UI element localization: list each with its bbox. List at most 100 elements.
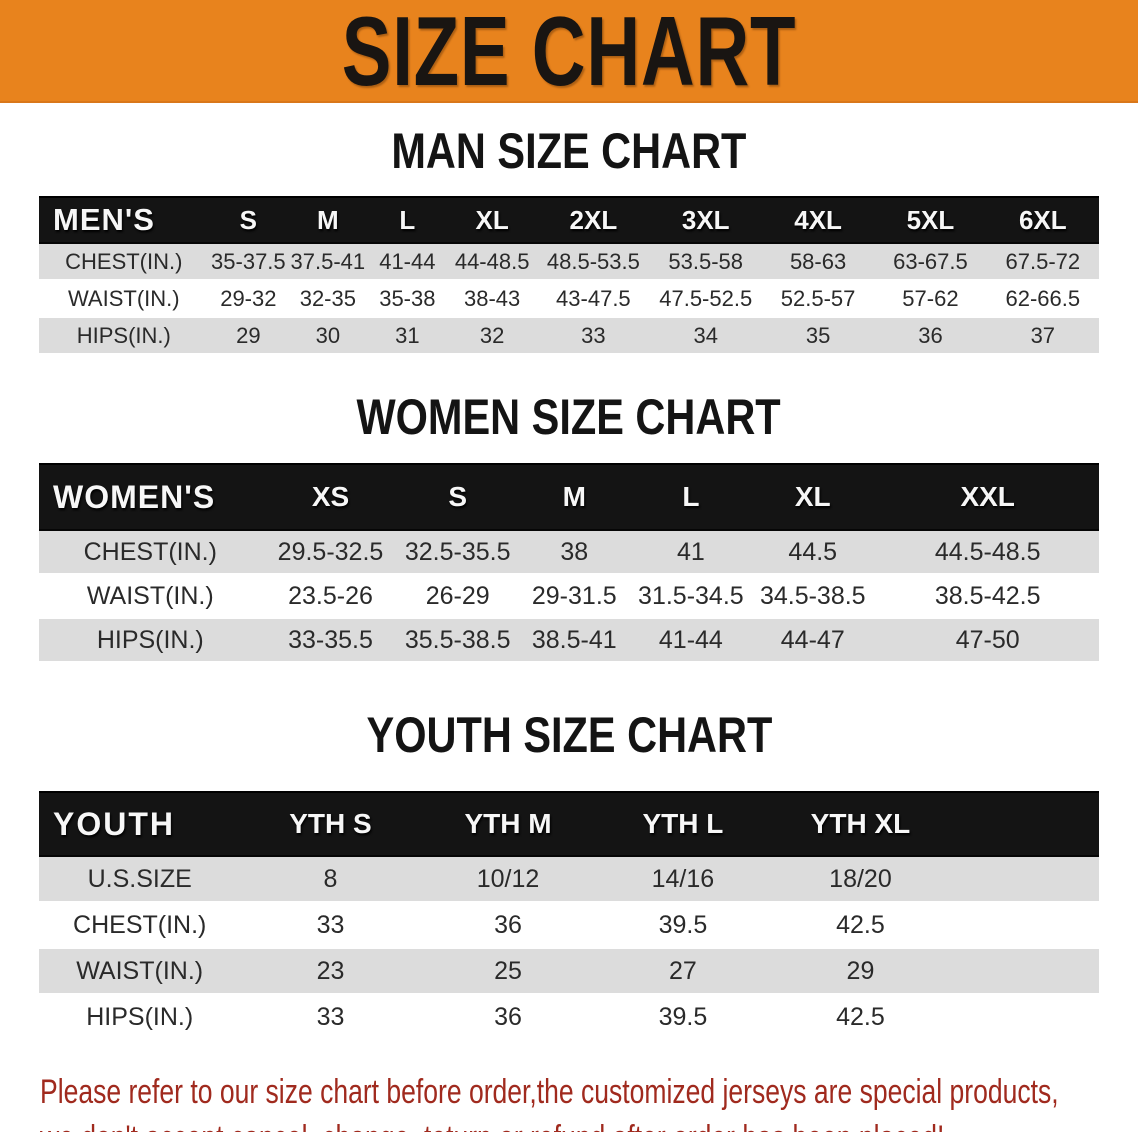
- size-cell: 29: [846, 956, 875, 985]
- men-size-column-header: XL: [447, 196, 538, 244]
- size-cell: 38: [560, 537, 589, 566]
- size-cell: 48.5-53.5: [546, 248, 640, 274]
- size-cell: 53.5-58: [668, 248, 744, 274]
- youth-chest-row: CHEST(IN.) 33 36 39.5 42.5: [39, 902, 1099, 948]
- women-section-heading-text: WOMEN SIZE CHART: [356, 389, 782, 445]
- size-cell: 18/20: [829, 864, 892, 893]
- youth-ussize-row: U.S.SIZE 8 10/12 14/16 18/20: [39, 856, 1099, 902]
- row-label: WAIST(IN.): [86, 581, 214, 610]
- size-cell: 34: [693, 322, 718, 348]
- row-label: HIPS(IN.): [96, 625, 204, 654]
- row-label: WAIST(IN.): [67, 285, 180, 311]
- women-section-heading: WOMEN SIZE CHART: [0, 391, 1138, 443]
- size-cell: 33: [316, 1002, 345, 1031]
- women-hips-row: HIPS(IN.) 33-35.5 35.5-38.5 38.5-41 41-4…: [39, 618, 1099, 662]
- size-cell: 36: [494, 910, 522, 939]
- men-size-column-header: 3XL: [649, 196, 762, 244]
- youth-size-column-header: YTH S: [240, 791, 421, 857]
- size-cell: 44.5-48.5: [934, 537, 1041, 566]
- women-size-column-header: XS: [261, 463, 400, 531]
- size-cell: 37: [1030, 322, 1056, 348]
- size-cell: 43-47.5: [556, 285, 631, 311]
- size-cell: 23: [316, 956, 345, 985]
- men-size-column-header: 4XL: [761, 196, 875, 244]
- size-cell: 42.5: [836, 910, 885, 939]
- size-cell: 41-44: [379, 248, 436, 274]
- size-cell: 47-50: [955, 625, 1020, 654]
- youth-size-column-header: YTH L: [595, 791, 771, 857]
- youth-size-column-header: YTH M: [420, 791, 596, 857]
- size-cell: 29: [236, 322, 261, 348]
- man-section-heading: MAN SIZE CHART: [0, 125, 1138, 177]
- women-size-column-header: M: [515, 463, 633, 531]
- size-cell: 67.5-72: [1005, 248, 1081, 274]
- disclaimer-line-1: Please refer to our size chart before or…: [40, 1073, 1059, 1111]
- size-cell: 30: [315, 322, 341, 348]
- women-size-column-header: XL: [749, 463, 877, 531]
- size-cell: 52.5-57: [780, 285, 856, 311]
- size-cell: 38.5-42.5: [934, 581, 1041, 610]
- women-size-column-header: L: [632, 463, 750, 531]
- size-cell: 31: [395, 322, 420, 348]
- row-label: U.S.SIZE: [87, 864, 192, 893]
- men-size-column-header: 6XL: [986, 196, 1099, 244]
- youth-hips-row: HIPS(IN.) 33 36 39.5 42.5: [39, 994, 1099, 1039]
- men-size-column-header: 2XL: [537, 196, 650, 244]
- men-waist-row: WAIST(IN.) 29-32 32-35 35-38 38-43 43-47…: [39, 280, 1099, 317]
- size-cell: 36: [918, 322, 943, 348]
- youth-size-column-header: YTH XL: [770, 791, 951, 857]
- women-chest-row: CHEST(IN.) 29.5-32.5 32.5-35.5 38 41 44.…: [39, 530, 1099, 574]
- women-size-column-header: S: [399, 463, 516, 531]
- men-size-column-header: 5XL: [874, 196, 987, 244]
- size-cell: 44.5: [788, 537, 838, 566]
- men-size-column-header: M: [288, 196, 368, 244]
- size-cell: 25: [494, 956, 522, 985]
- youth-section-heading: YOUTH SIZE CHART: [0, 709, 1138, 761]
- row-label: WAIST(IN.): [76, 956, 204, 985]
- size-cell: 31.5-34.5: [638, 581, 744, 610]
- men-hips-row: HIPS(IN.) 29 30 31 32 33 34 35 36 37: [39, 317, 1099, 354]
- youth-table-header-row: YOUTH YTH S YTH M YTH L YTH XL: [39, 791, 1099, 857]
- size-cell: 35-38: [379, 285, 436, 311]
- size-cell: 33-35.5: [288, 625, 373, 654]
- spacer-cell: [950, 791, 1099, 857]
- men-size-column-header: S: [208, 196, 289, 244]
- size-cell: 41: [676, 537, 705, 566]
- disclaimer: Please refer to our size chart before or…: [40, 1069, 1138, 1132]
- row-label: CHEST(IN.): [83, 537, 217, 566]
- men-size-column-header: L: [367, 196, 448, 244]
- size-cell: 38-43: [464, 285, 521, 311]
- size-cell: 39.5: [658, 910, 708, 939]
- spacer-cell: [951, 856, 1099, 902]
- size-cell: 37.5-41: [290, 248, 366, 274]
- size-cell: 42.5: [836, 1002, 885, 1031]
- size-cell: 58-63: [789, 248, 847, 274]
- size-cell: 35: [805, 322, 831, 348]
- youth-size-table: YOUTH YTH S YTH M YTH L YTH XL U.S.SIZE …: [39, 791, 1099, 1039]
- men-size-table: MEN'S S M L XL 2XL 3XL 4XL 5XL 6XL CHEST…: [39, 196, 1099, 355]
- women-waist-row: WAIST(IN.) 23.5-26 26-29 29-31.5 31.5-34…: [39, 574, 1099, 618]
- men-table-header-row: MEN'S S M L XL 2XL 3XL 4XL 5XL 6XL: [39, 196, 1099, 244]
- size-chart-banner: SIZE CHART: [0, 0, 1138, 103]
- size-cell: 26-29: [425, 581, 490, 610]
- spacer-cell: [951, 994, 1099, 1039]
- size-cell: 32: [479, 322, 505, 348]
- size-cell: 34.5-38.5: [759, 581, 866, 610]
- men-chest-row: CHEST(IN.) 35-37.5 37.5-41 41-44 44-48.5…: [39, 243, 1099, 280]
- banner-title: SIZE CHART: [341, 0, 797, 106]
- size-cell: 35-37.5: [211, 248, 286, 274]
- women-size-column-header: XXL: [876, 463, 1099, 531]
- men-corner-label: MEN'S: [39, 196, 209, 244]
- row-label: CHEST(IN.): [73, 910, 207, 939]
- women-size-table: WOMEN'S XS S M L XL XXL CHEST(IN.) 29.5-…: [39, 463, 1099, 663]
- size-cell: 44-48.5: [454, 248, 530, 274]
- size-cell: 39.5: [658, 1002, 708, 1031]
- row-label: HIPS(IN.): [76, 322, 171, 348]
- size-cell: 33: [316, 910, 345, 939]
- size-cell: 27: [669, 956, 697, 985]
- spacer-cell: [951, 902, 1099, 948]
- size-cell: 29-31.5: [531, 581, 617, 610]
- youth-section-heading-text: YOUTH SIZE CHART: [366, 707, 772, 763]
- size-cell: 32.5-35.5: [404, 537, 511, 566]
- man-section-heading-text: MAN SIZE CHART: [391, 123, 747, 179]
